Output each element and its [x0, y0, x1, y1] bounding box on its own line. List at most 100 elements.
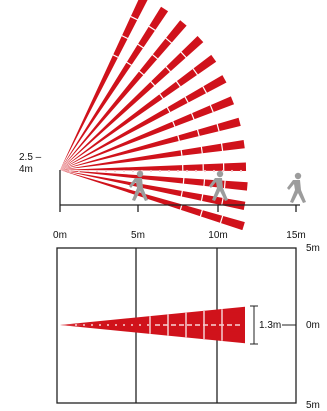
side-beam-dot: [185, 169, 189, 173]
side-beam-ray: [60, 35, 204, 170]
side-beam-gap: [159, 93, 164, 99]
side-beam-dot: [194, 169, 198, 173]
side-beam-dot: [68, 169, 72, 173]
distance-label-10m: 10m: [208, 230, 228, 241]
side-beam-ray: [60, 170, 248, 191]
walking-person-icon: [129, 170, 148, 201]
side-beam-ray: [60, 54, 217, 171]
side-beam-dot: [239, 169, 243, 173]
side-beam-dot: [131, 169, 135, 173]
side-beam-ray: [60, 170, 245, 230]
side-beam-dot: [167, 169, 171, 173]
side-beam-gap: [137, 43, 144, 49]
mounting-height-label-line2: 4m: [19, 164, 33, 175]
top-beam-dot: [171, 324, 176, 326]
top-beam-dot: [99, 324, 101, 326]
side-beam-gap: [180, 51, 187, 59]
side-beam-gap: [219, 215, 224, 224]
side-beam-gap: [200, 194, 204, 202]
top-beam-ray: [60, 325, 245, 344]
side-beam-ray: [60, 139, 245, 170]
side-beam-gap: [223, 180, 226, 189]
side-beam-gap: [165, 66, 171, 73]
top-beam-dot: [219, 324, 224, 326]
side-beam-dot: [95, 169, 99, 173]
top-beam-dot: [155, 324, 160, 326]
side-beam-gap: [180, 149, 183, 156]
side-beam-gap: [150, 81, 156, 87]
side-beam-dot: [77, 169, 81, 173]
side-view-beam-fan: [60, 0, 248, 230]
side-beam-gap: [148, 25, 156, 31]
side-beam-dot: [86, 169, 90, 173]
top-beam-dot: [179, 324, 184, 326]
side-beam-dot: [149, 169, 153, 173]
top-beam-dot: [227, 324, 232, 326]
side-beam-gap: [182, 177, 185, 184]
side-beam-gap: [121, 35, 129, 40]
side-beam-ray: [60, 0, 148, 170]
top-beam-dot: [139, 324, 141, 326]
side-beam-ray: [60, 117, 241, 170]
side-beam-dot: [212, 169, 216, 173]
side-beam-gap: [175, 80, 181, 88]
top-beam-dot: [203, 324, 208, 326]
side-beam-gap: [180, 190, 183, 197]
top-beam-dot: [115, 324, 117, 326]
side-beam-ray: [60, 162, 247, 171]
side-beam-dot: [203, 169, 207, 173]
top-beam-dot: [211, 324, 216, 326]
side-beam-gap: [152, 54, 159, 60]
walking-person-icon: [287, 172, 306, 203]
side-beam-gap: [199, 209, 203, 217]
top-beam-dot: [235, 324, 240, 326]
width-label-bottom: 5m: [306, 400, 320, 411]
top-beam-dot: [147, 324, 149, 326]
distance-label-0m: 0m: [53, 230, 67, 241]
side-beam-dot: [104, 169, 108, 173]
top-beam-ray: [60, 311, 245, 325]
mounting-height-label-line1: 2.5 –: [19, 152, 42, 163]
side-beam-gap: [172, 121, 176, 127]
side-beam-dot: [230, 169, 234, 173]
top-beam-dot: [123, 324, 125, 326]
side-beam-dot: [158, 169, 162, 173]
side-beam-gap: [196, 129, 200, 137]
top-beam-dot: [83, 324, 85, 326]
side-beam-dot: [122, 169, 126, 173]
side-beam-gap: [177, 135, 180, 142]
side-beam-gap: [130, 15, 138, 21]
side-beam-gap: [220, 143, 224, 152]
side-beam-gap: [221, 197, 224, 206]
side-beam-gap: [200, 146, 203, 154]
top-beam-dot: [131, 324, 133, 326]
walking-person-icon: [209, 170, 228, 201]
side-beam-dot: [176, 169, 180, 173]
side-beam-dot: [221, 169, 225, 173]
top-beam-dot: [75, 324, 77, 326]
top-beam-dot: [187, 324, 192, 326]
side-beam-dot: [113, 169, 117, 173]
side-beam-gap: [192, 68, 199, 76]
side-beam-gap: [138, 70, 145, 76]
distance-label-5m: 5m: [131, 230, 145, 241]
side-beam-ray: [60, 170, 246, 210]
width-label-top: 5m: [306, 243, 320, 254]
side-beam-gap: [184, 96, 189, 104]
side-beam-gap: [190, 112, 195, 120]
top-beam-dot: [91, 324, 93, 326]
top-beam-dot: [107, 324, 109, 326]
side-beam-gap: [209, 104, 214, 113]
side-beam-gap: [112, 54, 119, 58]
top-view-beam-pattern: [60, 306, 245, 344]
side-beam-gap: [203, 179, 206, 187]
top-beam-ray: [60, 306, 245, 325]
side-beam-ray: [60, 20, 187, 171]
top-beam-dot: [163, 324, 168, 326]
side-beam-ray: [60, 75, 227, 170]
side-beam-gap: [126, 61, 132, 66]
width-label-middle: 0m: [306, 320, 320, 331]
side-beam-ray: [60, 6, 169, 170]
